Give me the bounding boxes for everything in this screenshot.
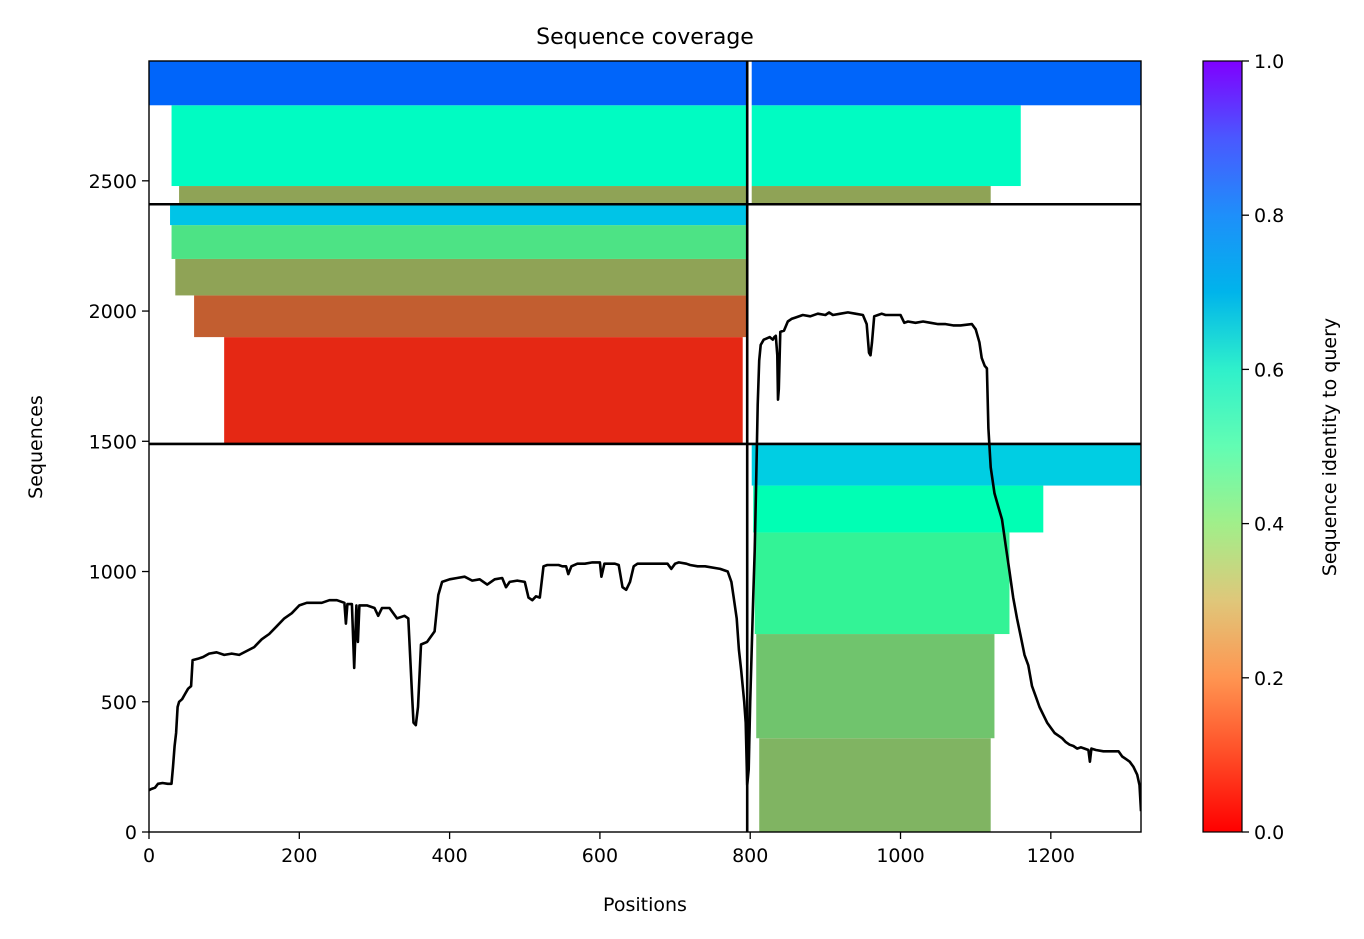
heatmap-band-3-2 bbox=[751, 61, 1141, 106]
coverage-line bbox=[149, 311, 1141, 812]
coverage-line-layer bbox=[149, 311, 1141, 812]
heatmap-band-3-1 bbox=[751, 105, 1021, 187]
coverage-heatmap bbox=[149, 61, 1141, 832]
y-tick-label: 500 bbox=[101, 692, 137, 714]
x-tick-label: 200 bbox=[281, 845, 317, 867]
heatmap-band-0-1 bbox=[756, 634, 995, 739]
block-separators bbox=[149, 61, 1141, 832]
heatmap-band-2-1 bbox=[171, 105, 748, 187]
y-tick-label: 1000 bbox=[89, 562, 137, 584]
y-tick-label: 2500 bbox=[89, 171, 137, 193]
heatmap-band-3-0 bbox=[751, 186, 991, 205]
y-axis: 0 500 1000 1500 2000 2500 bbox=[89, 171, 149, 844]
chart-title: Sequence coverage bbox=[536, 25, 754, 50]
x-axis-label: Positions bbox=[603, 894, 687, 916]
colorbar-tick-label: 0.4 bbox=[1254, 514, 1284, 536]
colorbar-tick-label: 0.2 bbox=[1254, 668, 1284, 690]
heatmap-band-1-4 bbox=[170, 204, 748, 226]
x-tick-label: 800 bbox=[732, 845, 768, 867]
x-tick-label: 0 bbox=[143, 845, 155, 867]
x-axis: 0 200 400 600 800 1000 1200 bbox=[143, 832, 1075, 867]
y-tick-label: 1500 bbox=[89, 431, 137, 453]
y-axis-label: Sequences bbox=[25, 395, 47, 499]
colorbar-tick-label: 0.0 bbox=[1254, 822, 1284, 844]
colorbar-tick-label: 0.6 bbox=[1254, 359, 1284, 381]
heatmap-band-0-4 bbox=[751, 443, 1141, 486]
colorbar bbox=[1202, 60, 1243, 833]
colorbar-tick-label: 0.8 bbox=[1254, 205, 1284, 227]
heatmap-band-0-2 bbox=[754, 532, 1010, 635]
colorbar-tick-label: 1.0 bbox=[1254, 51, 1284, 73]
heatmap-band-1-3 bbox=[171, 225, 748, 259]
x-tick-label: 1200 bbox=[1027, 845, 1075, 867]
x-tick-label: 600 bbox=[582, 845, 618, 867]
heatmap-band-2-2 bbox=[149, 61, 748, 106]
heatmap-band-1-1 bbox=[194, 295, 748, 338]
x-tick-label: 1000 bbox=[876, 845, 924, 867]
heatmap-band-1-0 bbox=[224, 337, 743, 444]
plot-frame bbox=[148, 60, 1142, 833]
heatmap-band-1-2 bbox=[175, 258, 748, 296]
heatmap-band-0-0 bbox=[759, 738, 991, 832]
y-tick-label: 2000 bbox=[89, 301, 137, 323]
heatmap-band-2-0 bbox=[179, 186, 748, 205]
colorbar-axis: 0.0 0.2 0.4 0.6 0.8 1.0 bbox=[1242, 51, 1284, 844]
x-tick-label: 400 bbox=[431, 845, 467, 867]
y-tick-label: 0 bbox=[125, 822, 137, 844]
colorbar-label: Sequence identity to query bbox=[1319, 318, 1341, 576]
